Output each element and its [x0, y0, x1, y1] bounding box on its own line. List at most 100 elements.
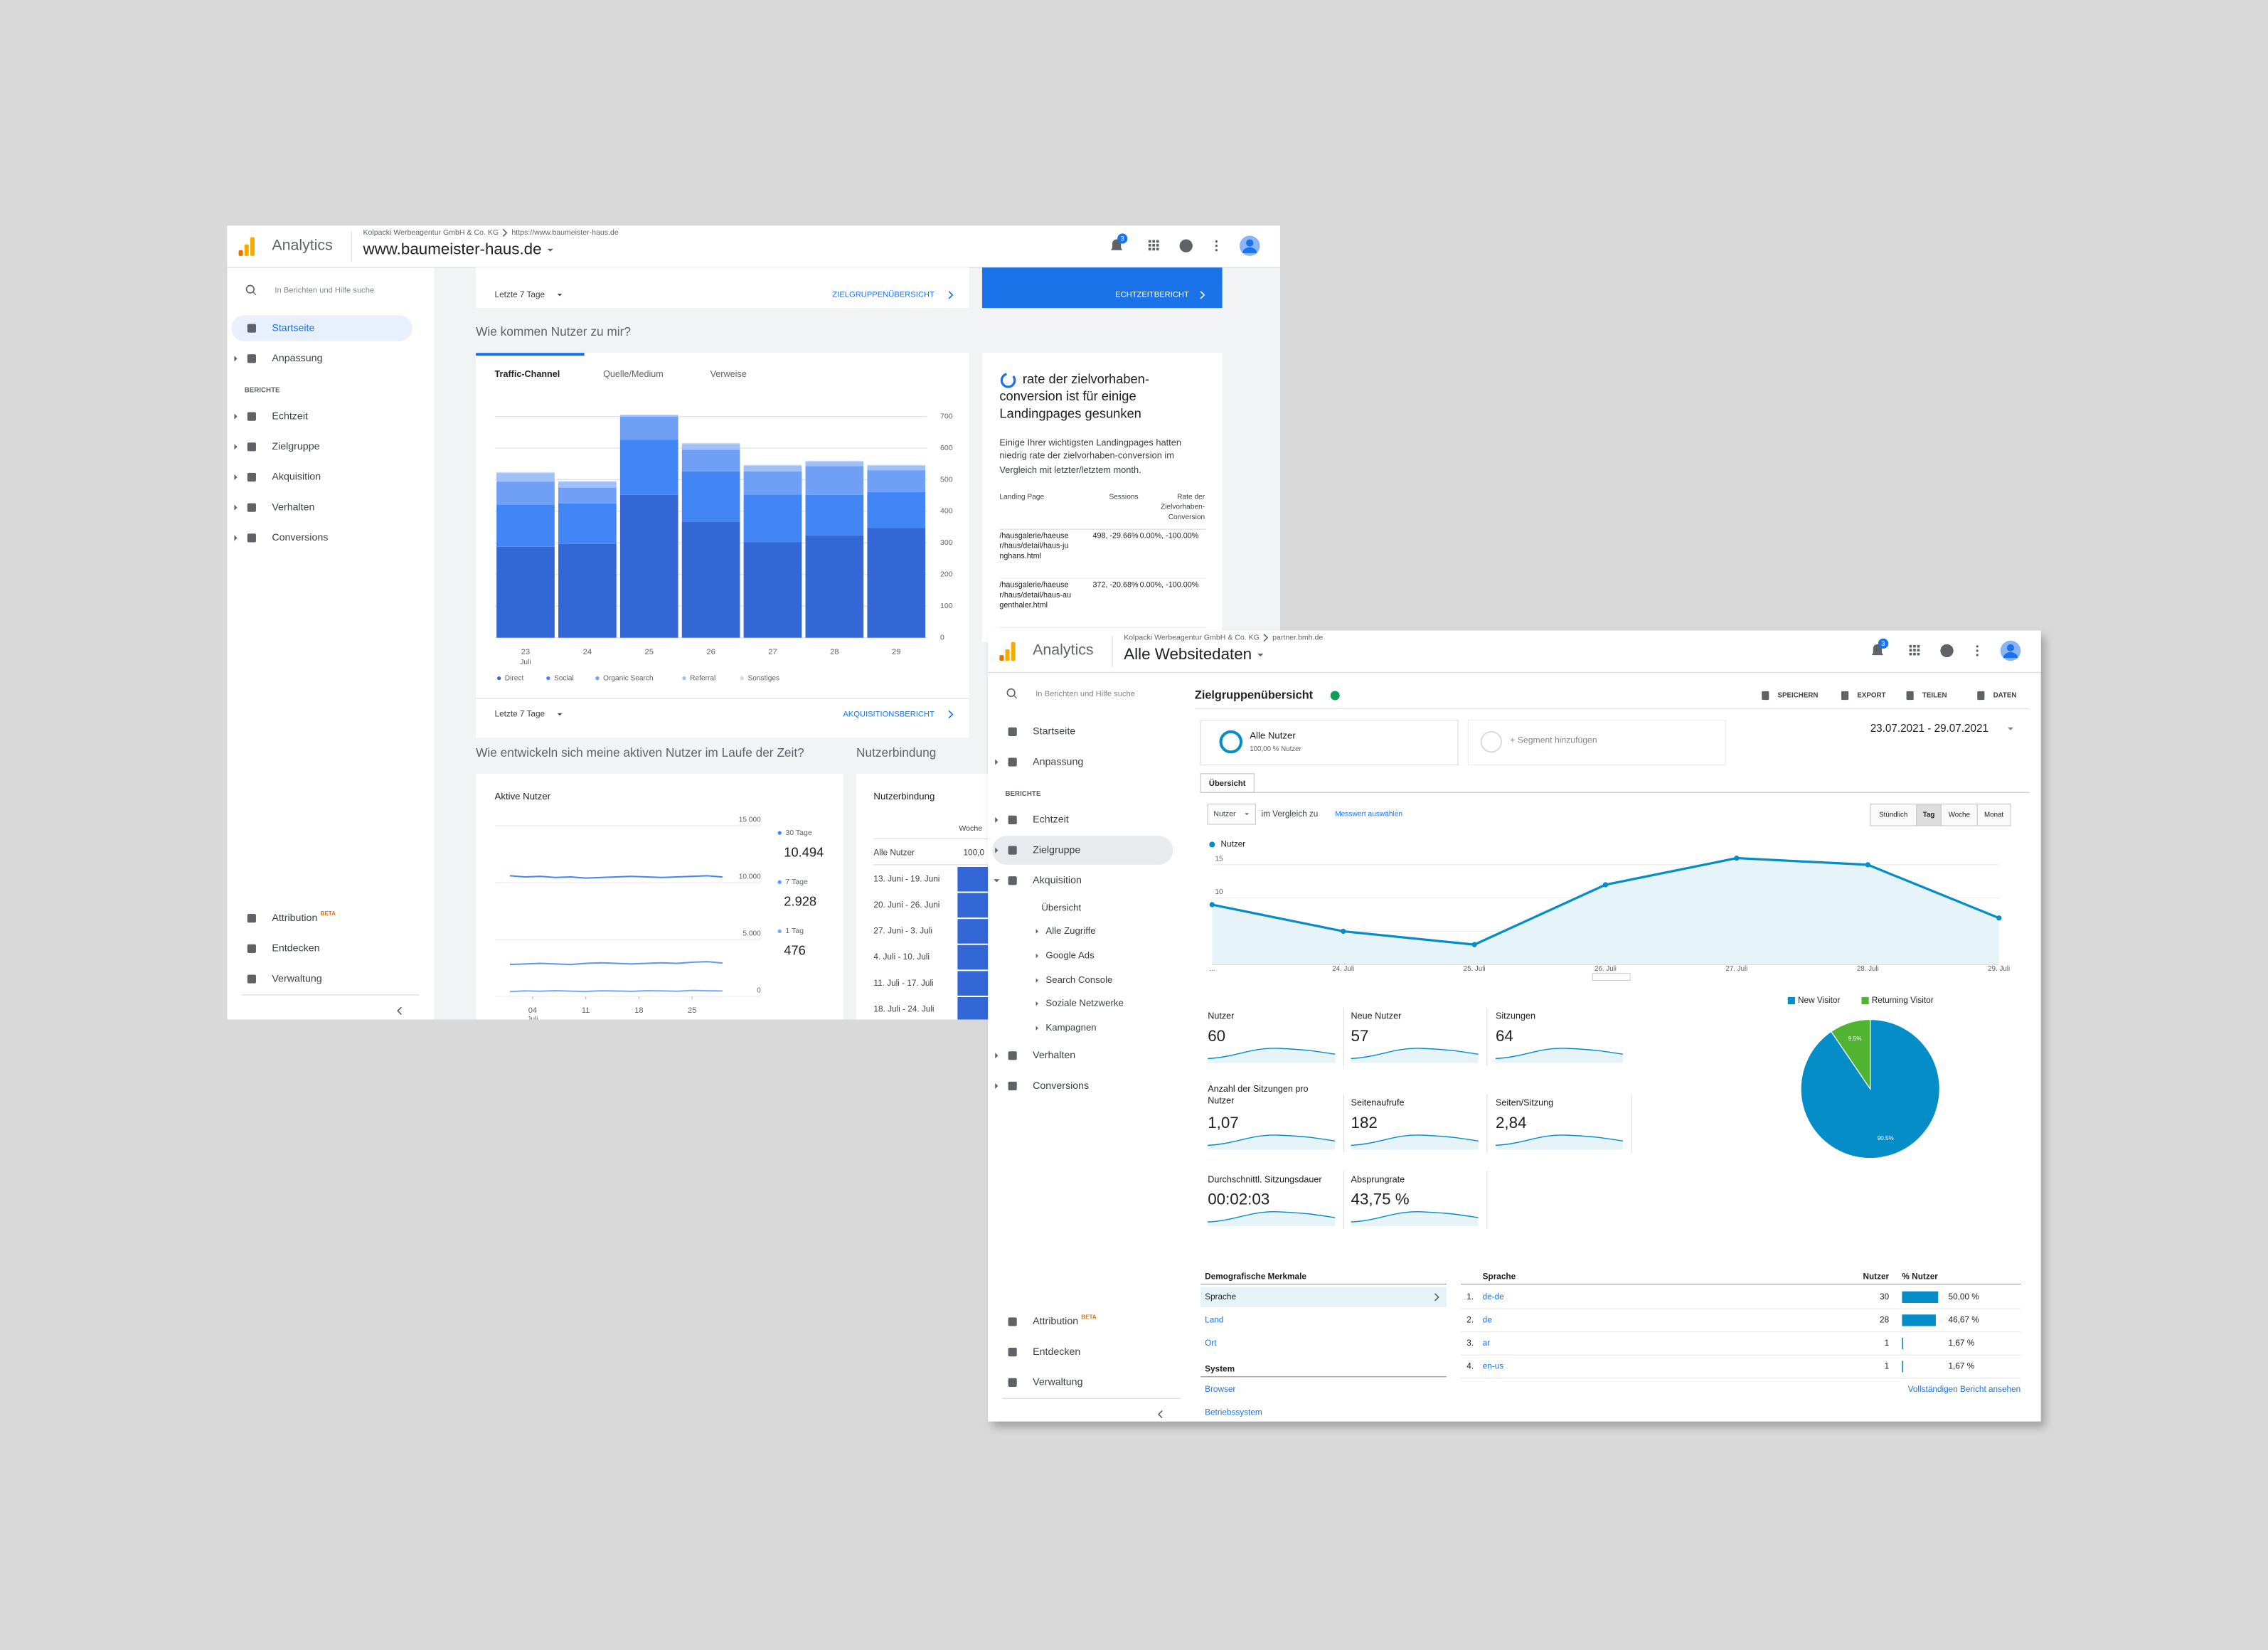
nav-item[interactable]: Zielgruppe: [1033, 844, 1080, 856]
dimension-link[interactable]: Browser: [1205, 1385, 1235, 1394]
nav-item[interactable]: Entdecken: [1033, 1346, 1080, 1358]
help-icon[interactable]: [1179, 239, 1193, 252]
language-link[interactable]: de-de: [1483, 1292, 1505, 1302]
nav-item[interactable]: Echtzeit: [1033, 814, 1069, 826]
menu-icon[interactable]: [1976, 654, 1979, 656]
nav-item[interactable]: Startseite: [272, 322, 314, 334]
arrow-icon: [1245, 813, 1249, 816]
help-icon[interactable]: [1940, 644, 1954, 658]
dimension-link[interactable]: Land: [1205, 1316, 1223, 1325]
legend-label: Nutzer: [1221, 840, 1246, 849]
tab[interactable]: Traffic-Channel: [495, 369, 560, 379]
language-link[interactable]: de: [1483, 1316, 1493, 1325]
arrow-icon: [557, 294, 563, 297]
bar: [805, 494, 864, 536]
nav-item[interactable]: Anpassung: [272, 353, 322, 364]
menu-icon[interactable]: [1215, 249, 1218, 252]
date-range[interactable]: 23.07.2021 - 29.07.2021: [1870, 723, 1989, 735]
property[interactable]: www.baumeister-haus.de: [362, 240, 541, 258]
nav-item[interactable]: Conversions: [272, 532, 328, 543]
nav-item[interactable]: Attribution: [272, 912, 317, 924]
nav-item[interactable]: Anpassung: [1033, 756, 1083, 767]
tab[interactable]: Quelle/Medium: [603, 369, 664, 379]
report-link[interactable]: ZIELGRUPPENÜBERSICHT: [832, 291, 935, 299]
apps-icon: [1917, 649, 1920, 652]
nav-item[interactable]: Attribution: [1033, 1316, 1078, 1327]
menu-icon[interactable]: [1976, 649, 1979, 652]
menu-icon[interactable]: [1215, 245, 1218, 247]
toggle-label[interactable]: Tag: [1923, 811, 1935, 819]
report-link[interactable]: AKQUISITIONSBERICHT: [843, 710, 935, 718]
toggle-label[interactable]: Monat: [1984, 811, 2003, 819]
search-input[interactable]: In Berichten und Hilfe suche: [1035, 690, 1135, 698]
account: Kolpacki Werbeagentur GmbH & Co. KG: [1124, 633, 1260, 642]
search-input[interactable]: In Berichten und Hilfe suche: [275, 287, 374, 295]
x-tick-label: 18: [634, 1006, 643, 1015]
toggle-label[interactable]: Woche: [1949, 811, 1970, 819]
nav-item[interactable]: Verhalten: [272, 501, 314, 513]
nav-item[interactable]: Entdecken: [272, 943, 319, 954]
collapse-icon[interactable]: [1157, 1410, 1163, 1419]
bar: [743, 494, 802, 543]
menu-icon[interactable]: [1215, 240, 1218, 243]
language-link[interactable]: en-us: [1483, 1362, 1504, 1371]
sparkline-area: [1495, 1048, 1623, 1063]
legend-label: 1 Tag: [785, 927, 804, 935]
nav-subitem[interactable]: Soziale Netzwerke: [1045, 998, 1123, 1008]
dimension-link[interactable]: Ort: [1205, 1338, 1217, 1348]
toggle-label[interactable]: Stündlich: [1879, 811, 1907, 819]
action-button[interactable]: EXPORT: [1857, 692, 1885, 700]
menu-icon[interactable]: [1976, 645, 1979, 648]
report-button[interactable]: ECHTZEITBERICHT: [1115, 291, 1189, 299]
collapse-icon[interactable]: [397, 1006, 402, 1015]
action-button[interactable]: SPEICHERN: [1778, 692, 1819, 700]
sparkline: [1351, 1134, 1479, 1146]
metric-label: Absprungrate: [1351, 1175, 1405, 1185]
line: [509, 875, 723, 879]
tab[interactable]: Verweise: [710, 369, 747, 379]
bar: [619, 494, 678, 638]
apps-icon: [1913, 649, 1916, 652]
nav-item[interactable]: Echtzeit: [272, 410, 308, 422]
nav-item[interactable]: Verwaltung: [272, 973, 321, 984]
nav-item[interactable]: Conversions: [1033, 1080, 1089, 1092]
bar: [805, 535, 864, 638]
nav-subitem[interactable]: Alle Zugriffe: [1045, 925, 1095, 936]
share-label: 50,00 %: [1949, 1292, 1980, 1302]
avatar-body: [1242, 247, 1257, 253]
nav-subitem[interactable]: Google Ads: [1045, 949, 1095, 960]
nav-item[interactable]: Verhalten: [1033, 1050, 1075, 1061]
nav-item[interactable]: Akquisition: [272, 472, 321, 483]
add-segment[interactable]: + Segment hinzufügen: [1510, 735, 1597, 745]
nav-subitem[interactable]: Kampagnen: [1045, 1022, 1096, 1033]
point: [1996, 915, 2002, 921]
rank: 3.: [1466, 1338, 1474, 1348]
property[interactable]: Alle Websitedaten: [1124, 645, 1252, 663]
nav-icon: [247, 533, 256, 543]
date-range[interactable]: Letzte 7 Tage: [495, 290, 545, 299]
dimension-link[interactable]: Betriebssystem: [1205, 1408, 1262, 1417]
tab[interactable]: Übersicht: [1209, 779, 1246, 788]
nav-item[interactable]: Akquisition: [1033, 875, 1082, 886]
nav-subitem[interactable]: Search Console: [1045, 974, 1112, 985]
chevron-icon: [1200, 291, 1205, 299]
y-tick-label: 600: [940, 444, 953, 452]
bar: [619, 415, 678, 417]
point: [1865, 862, 1870, 868]
date-range[interactable]: Letzte 7 Tage: [495, 710, 545, 719]
nav-item[interactable]: Startseite: [1033, 726, 1075, 738]
select-metric[interactable]: Messwert auswählen: [1335, 810, 1402, 818]
dimension-link[interactable]: Sprache: [1205, 1292, 1236, 1302]
language-link[interactable]: ar: [1483, 1338, 1491, 1348]
nav-subitem[interactable]: Übersicht: [1041, 902, 1081, 912]
nav-icon: [247, 944, 256, 953]
full-report-link[interactable]: Vollständigen Bericht ansehen: [1908, 1385, 2021, 1394]
tab-indicator: [476, 353, 585, 356]
action-button[interactable]: TEILEN: [1922, 692, 1947, 700]
nav-item[interactable]: Zielgruppe: [272, 441, 319, 452]
metric-dropdown[interactable]: Nutzer: [1213, 810, 1236, 819]
chevron-icon: [948, 710, 954, 719]
action-button[interactable]: DATEN: [1993, 692, 2017, 700]
card: [981, 353, 1223, 642]
nav-item[interactable]: Verwaltung: [1033, 1377, 1082, 1388]
